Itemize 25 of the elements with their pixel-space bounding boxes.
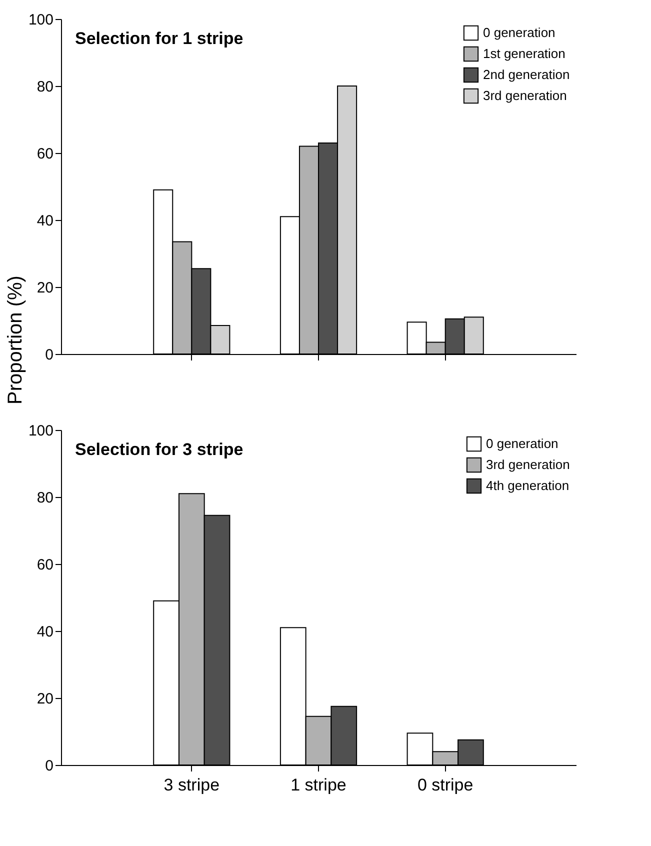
y-tick-label: 0 xyxy=(45,758,54,774)
y-tick-label: 0 xyxy=(45,346,54,364)
y-tick-label: 40 xyxy=(37,624,54,640)
legend-label: 2nd generation xyxy=(483,67,570,82)
legend-label: 1st generation xyxy=(483,46,566,61)
y-tick-label: 20 xyxy=(37,280,54,296)
y-tick-label: 100 xyxy=(28,422,54,440)
y-tick-label: 40 xyxy=(37,212,54,230)
y-tick-label: 100 xyxy=(28,12,54,28)
y-tick-label: 60 xyxy=(37,146,54,162)
y-tick-label: 20 xyxy=(37,690,54,708)
x-tick-label: 1 stripe xyxy=(290,776,347,794)
legend-label: 3rd generation xyxy=(483,88,568,103)
legend-label: 4th generation xyxy=(486,478,570,493)
y-axis-title: Proportion (%) xyxy=(4,276,28,404)
legend-label: 0 generation xyxy=(483,25,556,40)
y-tick-label: 80 xyxy=(37,78,54,96)
x-tick-label: 3 stripe xyxy=(164,776,220,794)
text: Selection for 3 stripe xyxy=(75,440,244,459)
y-tick-label: 60 xyxy=(37,556,54,574)
text: Selection for 1 stripe xyxy=(75,29,244,48)
legend-label: 3rd generation xyxy=(486,457,570,472)
x-tick-label: 0 stripe xyxy=(418,776,474,794)
y-tick-label: 80 xyxy=(37,490,54,506)
legend-label: 0 generation xyxy=(486,436,559,451)
